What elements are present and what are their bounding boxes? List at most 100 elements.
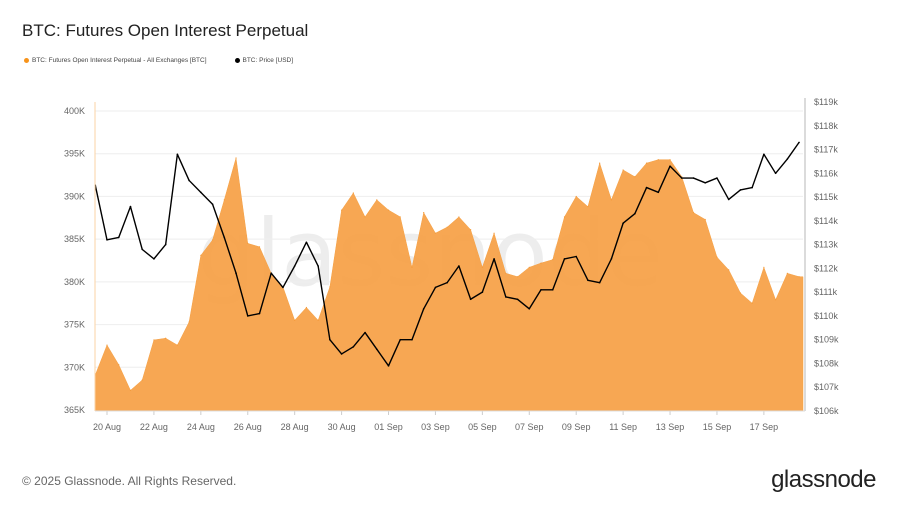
copyright: © 2025 Glassnode. All Rights Reserved.	[22, 474, 237, 488]
price-point	[176, 153, 179, 156]
price-point	[786, 158, 789, 160]
oi-point	[634, 176, 636, 178]
x-tick-label: 11 Sep	[609, 422, 637, 432]
price-point	[153, 258, 155, 260]
oi-point	[458, 216, 460, 218]
x-tick-label: 28 Aug	[281, 422, 309, 432]
price-point	[669, 165, 671, 167]
price-point	[540, 288, 542, 291]
y-right-tick-label: $117k	[814, 145, 838, 155]
oi-point	[106, 344, 108, 346]
price-point	[235, 272, 237, 274]
x-tick-label: 05 Sep	[468, 422, 497, 432]
price-point	[446, 281, 448, 284]
oi-point	[317, 319, 319, 321]
x-tick-label: 13 Sep	[656, 422, 685, 432]
oi-point	[294, 319, 296, 321]
price-point	[329, 338, 331, 341]
price-point	[657, 191, 660, 194]
oi-point	[563, 216, 566, 218]
legend-item-price[interactable]: BTC: Price [USD]	[234, 57, 293, 64]
legend-item-open-interest[interactable]: BTC: Futures Open Interest Perpetual - A…	[24, 57, 207, 64]
oi-point	[364, 216, 366, 218]
oi-point	[599, 162, 601, 164]
price-point	[493, 258, 495, 260]
oi-point	[481, 266, 483, 268]
price-point	[704, 182, 707, 184]
oi-point	[200, 254, 202, 256]
price-point	[106, 239, 108, 241]
y-right-tick-label: $107k	[814, 382, 839, 392]
oi-point	[247, 242, 249, 245]
legend-label: BTC: Futures Open Interest Perpetual - A…	[32, 57, 207, 64]
price-point	[622, 222, 624, 225]
oi-point	[587, 206, 589, 208]
y-right-tick-label: $111k	[814, 287, 838, 297]
oi-point	[704, 218, 706, 221]
price-point	[751, 186, 753, 189]
price-point	[188, 179, 190, 182]
price-point	[141, 248, 143, 251]
oi-point	[423, 212, 425, 214]
oi-point	[446, 226, 448, 228]
price-point	[422, 307, 425, 310]
y-right-tick-label: $116k	[814, 168, 838, 178]
price-point	[551, 288, 554, 291]
x-tick-label: 03 Sep	[421, 422, 450, 432]
oi-point	[258, 246, 261, 248]
price-point	[375, 348, 378, 351]
price-point	[352, 346, 355, 348]
oi-point	[118, 364, 120, 366]
price-point	[223, 236, 226, 239]
oi-point	[411, 266, 413, 268]
x-tick-label: 07 Sep	[515, 422, 544, 432]
y-right-tick-label: $119k	[814, 97, 838, 107]
oi-point	[505, 272, 507, 274]
price-point	[270, 272, 273, 274]
y-left-tick-label: 380K	[64, 277, 85, 287]
oi-point	[235, 157, 237, 159]
y-right-tick-label: $114k	[814, 216, 838, 226]
oi-point	[352, 192, 354, 194]
price-point	[117, 236, 120, 239]
oi-point	[516, 276, 519, 278]
oi-point	[129, 389, 132, 391]
oi-point	[540, 262, 542, 264]
y-right-tick-label: $110k	[814, 311, 838, 321]
oi-point	[798, 276, 800, 278]
y-right-tick-label: $113k	[814, 240, 838, 250]
price-point	[164, 243, 167, 246]
price-point	[680, 177, 683, 179]
y-right-tick-label: $106k	[814, 406, 839, 416]
oi-point	[786, 272, 788, 274]
y-left-tick-label: 370K	[64, 362, 85, 372]
price-point	[481, 291, 484, 293]
oi-point	[223, 199, 225, 201]
x-tick-label: 22 Aug	[140, 422, 168, 432]
x-tick-label: 30 Aug	[328, 422, 356, 432]
legend-dot-icon	[234, 58, 240, 63]
oi-point	[399, 216, 401, 218]
price-point	[587, 279, 589, 282]
x-tick-label: 09 Sep	[562, 422, 591, 432]
y-left-tick-label: 400K	[64, 106, 85, 116]
oi-point	[341, 209, 343, 211]
oi-point	[188, 321, 190, 323]
price-point	[364, 331, 366, 334]
oi-point	[493, 232, 495, 234]
x-tick-label: 17 Sep	[750, 422, 779, 432]
price-point	[563, 258, 566, 260]
oi-point	[575, 195, 577, 198]
oi-point	[153, 339, 155, 341]
y-right-tick-label: $112k	[814, 263, 838, 273]
x-tick-label: 26 Aug	[234, 422, 262, 432]
oi-point	[376, 199, 378, 201]
oi-point	[329, 286, 331, 288]
price-point	[200, 191, 202, 194]
price-point	[258, 312, 261, 315]
price-point	[246, 315, 249, 317]
price-point	[727, 198, 730, 201]
oi-point	[728, 269, 730, 271]
oi-point	[305, 306, 308, 309]
